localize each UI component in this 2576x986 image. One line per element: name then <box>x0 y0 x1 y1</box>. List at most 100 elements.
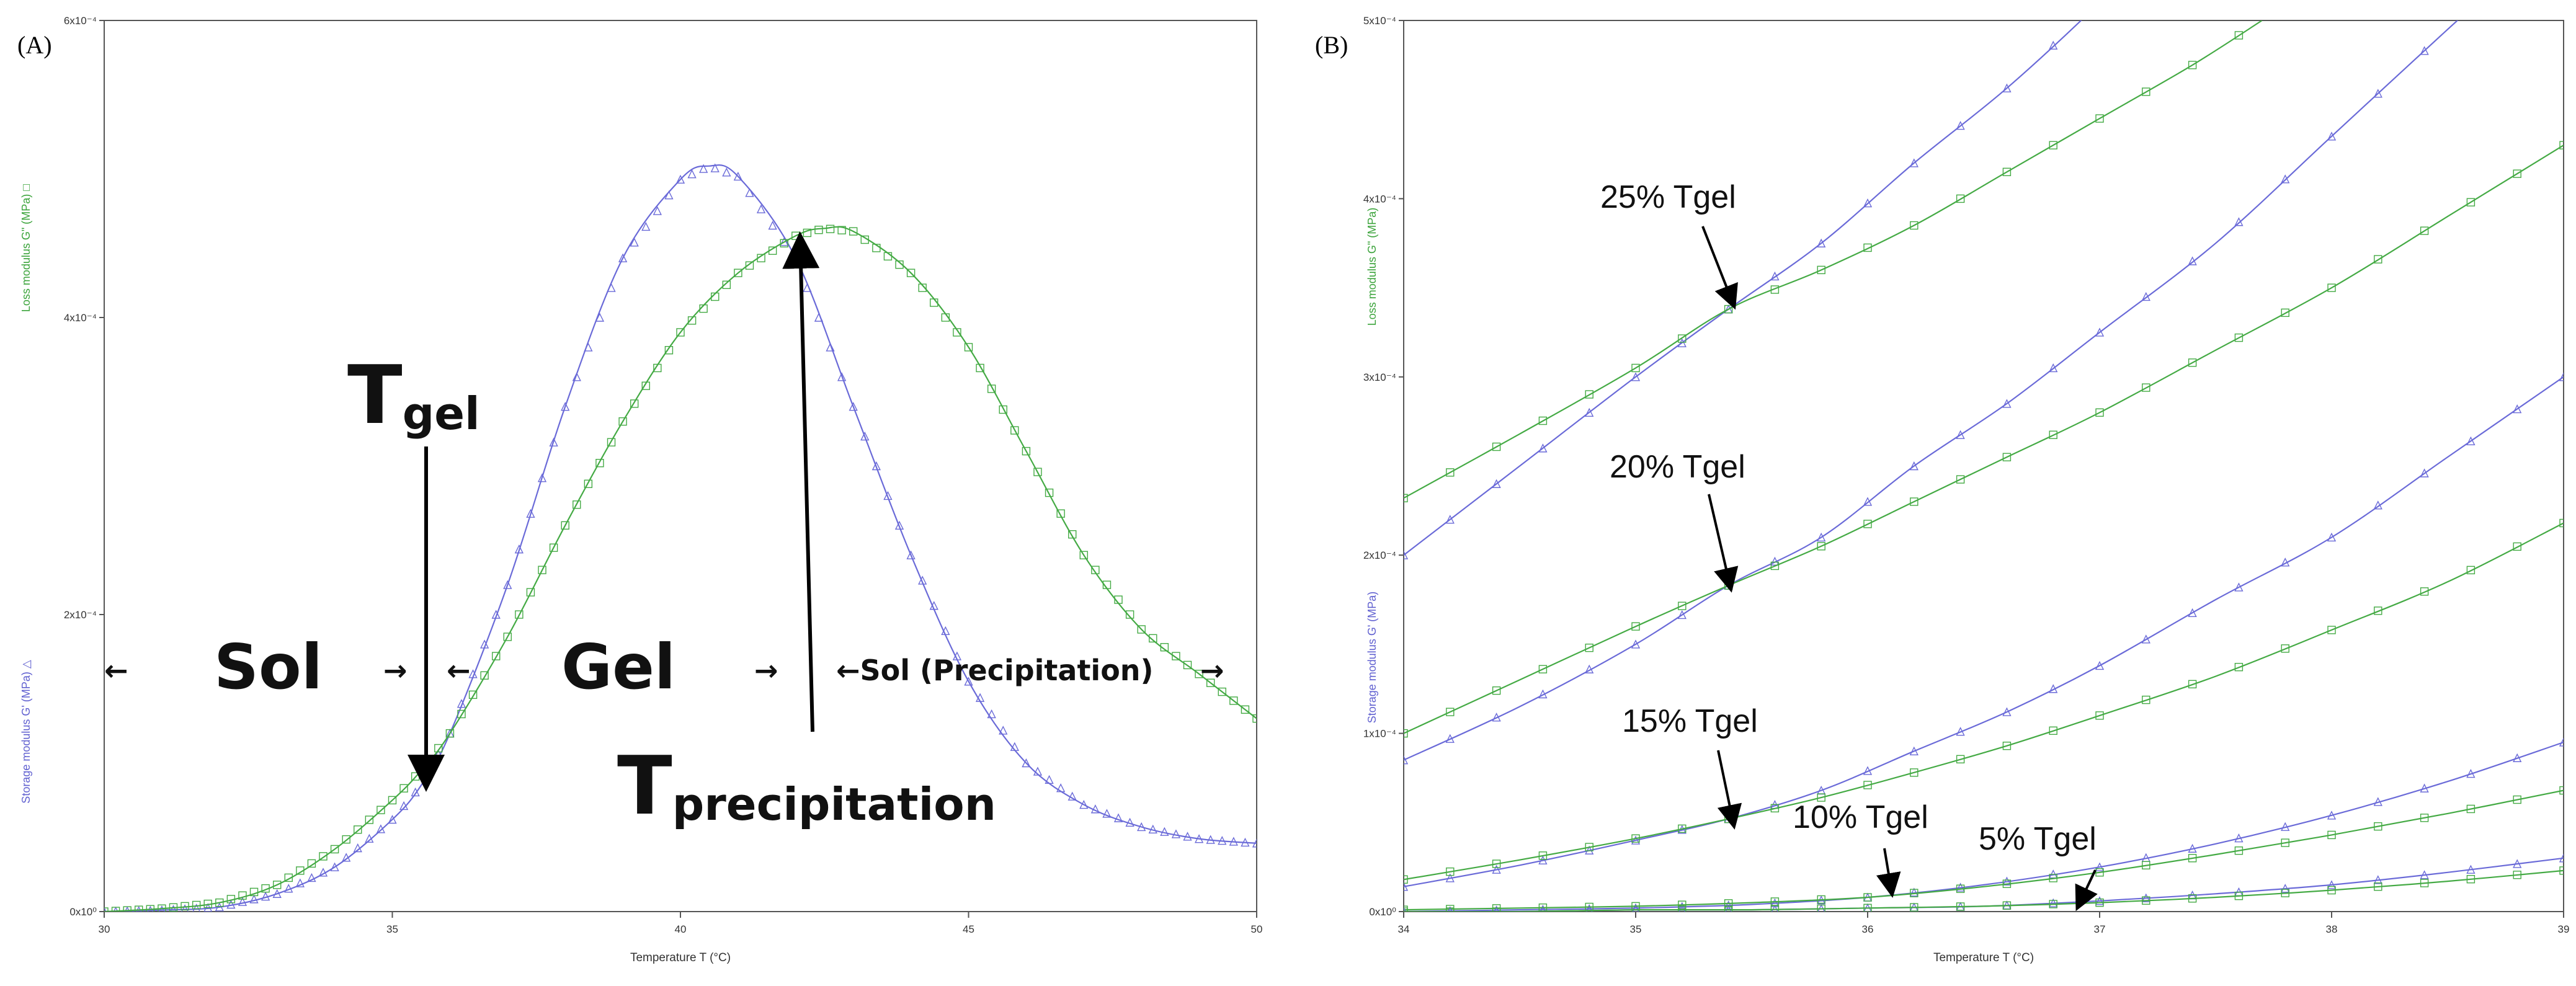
data-point <box>814 225 823 234</box>
data-point <box>2002 879 2012 888</box>
data-point <box>1125 610 1134 619</box>
y-tick-label: 6x10⁻⁴ <box>64 15 97 27</box>
data-point <box>1863 243 1872 252</box>
x-tick-label: 38 <box>2326 923 2338 935</box>
data-point <box>2559 866 2564 875</box>
data-point <box>2281 308 2289 318</box>
x-tick-label: 36 <box>1862 923 1874 935</box>
data-point <box>757 254 765 262</box>
data-point <box>883 491 893 500</box>
data-point <box>2466 566 2476 575</box>
data-point <box>1910 221 1919 230</box>
data-point <box>837 372 847 381</box>
data-point <box>1956 727 1965 736</box>
data-point <box>2049 363 2058 373</box>
data-point <box>284 884 293 893</box>
data-point <box>1770 905 1780 912</box>
data-point <box>2327 532 2337 542</box>
data-point <box>733 171 743 181</box>
data-point <box>2188 843 2197 853</box>
data-point <box>1045 775 1054 784</box>
data-point <box>687 316 697 325</box>
data-point <box>1033 766 1043 776</box>
data-point <box>2281 838 2289 847</box>
data-point <box>2049 141 2057 149</box>
data-point <box>2327 886 2336 895</box>
data-point <box>353 843 362 853</box>
data-point <box>987 709 996 719</box>
data-point <box>607 283 616 292</box>
data-point <box>1910 497 1919 506</box>
data-point <box>1010 742 1019 751</box>
data-point <box>641 221 651 231</box>
tprecip-main: T <box>617 739 672 833</box>
data-point <box>2559 786 2564 795</box>
sol-label: Sol <box>214 631 323 703</box>
data-point <box>158 904 166 912</box>
data-point <box>768 220 777 230</box>
data-point <box>573 500 581 509</box>
data-point <box>1010 426 1019 435</box>
data-point <box>1218 835 1227 845</box>
data-point <box>561 521 569 530</box>
data-point <box>1229 837 1238 846</box>
data-point <box>1022 446 1031 456</box>
data-point <box>584 479 593 488</box>
data-point <box>1539 904 1546 912</box>
annot-10-tgel: 10% Tgel <box>1793 799 1928 835</box>
data-point <box>1817 238 1826 247</box>
data-point <box>1909 158 1919 167</box>
data-point <box>1585 843 1593 851</box>
data-point <box>1445 734 1455 743</box>
data-point <box>1678 900 1687 909</box>
data-point <box>664 345 674 355</box>
data-point <box>1678 602 1687 610</box>
panel-b-label: (B) <box>1315 31 1348 59</box>
data-point <box>2234 333 2244 342</box>
data-point <box>607 438 616 446</box>
data-point <box>2513 859 2522 868</box>
data-point <box>2002 707 2012 716</box>
data-point <box>952 651 962 660</box>
data-point <box>1585 407 1594 417</box>
arrow-20-tgel <box>1708 494 1739 593</box>
tgel-main: T <box>347 348 403 442</box>
y-tick-label: 5x10⁻⁴ <box>1363 15 1396 27</box>
x-tick-label: 39 <box>2558 923 2570 935</box>
data-point <box>2142 383 2150 392</box>
data-point <box>918 283 927 292</box>
data-point <box>480 639 489 649</box>
data-point <box>2002 167 2012 176</box>
data-point <box>1585 390 1593 399</box>
tprecip-arrow <box>782 231 820 732</box>
data-point <box>1195 670 1203 678</box>
data-point <box>641 381 650 390</box>
data-point <box>365 815 374 824</box>
data-point <box>2374 255 2382 264</box>
data-point <box>1585 906 1593 912</box>
data-point <box>1252 838 1257 848</box>
x-tick-label: 50 <box>1251 923 1263 935</box>
data-point <box>1631 372 1641 381</box>
data-point <box>756 204 766 213</box>
data-point <box>1817 542 1825 551</box>
data-point <box>1137 625 1146 634</box>
data-point <box>342 835 350 844</box>
data-point <box>1445 873 1455 882</box>
series-line-1 <box>104 226 1257 912</box>
data-point <box>1068 530 1077 539</box>
data-point <box>492 652 501 660</box>
data-point <box>1956 755 1965 763</box>
panel-b-x-axis-title: Temperature T (°C) <box>1933 951 2034 964</box>
data-point <box>1125 817 1134 827</box>
data-point <box>1446 907 1455 912</box>
data-point <box>2281 557 2290 567</box>
data-point <box>538 566 546 574</box>
data-point <box>1137 822 1146 832</box>
data-point <box>1090 804 1100 814</box>
data-point <box>826 342 835 352</box>
data-point <box>2142 87 2150 96</box>
data-point <box>1817 265 1825 275</box>
data-point <box>203 899 212 908</box>
series-line-4 <box>1404 376 2564 887</box>
